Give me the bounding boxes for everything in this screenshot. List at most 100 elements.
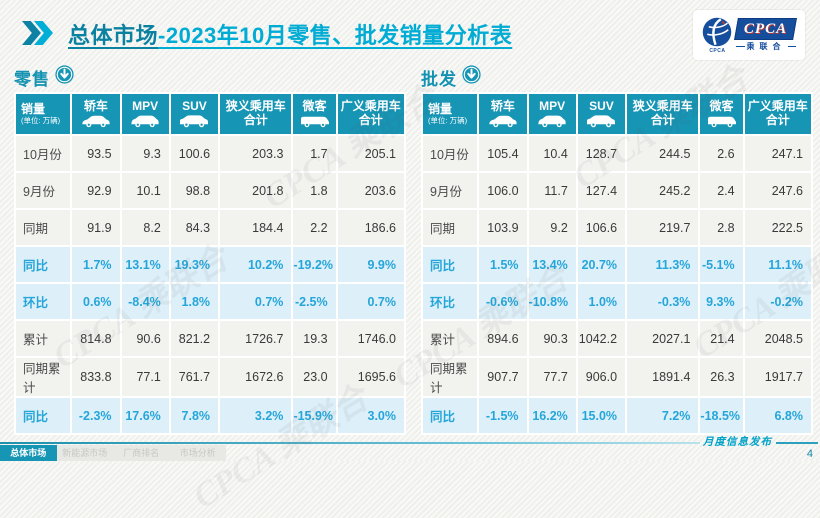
data-cell: 90.3	[528, 321, 576, 356]
data-cell: 10.2%	[220, 247, 292, 282]
column-header: 销量 (单位: 万辆)	[16, 94, 71, 134]
cpca-wordmark: CPCA 乘联合	[734, 18, 798, 52]
data-cell: 2.2	[293, 210, 336, 245]
data-cell: -18.5%	[700, 398, 743, 433]
van-icon	[702, 115, 740, 128]
data-cell: 1042.2	[577, 321, 626, 356]
retail-table: 销量 (单位: 万辆) 轿车 MPV SUV 狭义乘用车 合计 微客 广义乘用车 合计 10月份 93…	[14, 92, 406, 435]
data-cell: 201.8	[220, 173, 292, 208]
table-row: 环比 -0.6% -10.8% 1.0% -0.3% 9.3% -0.2%	[423, 284, 811, 319]
data-cell: 84.3	[170, 210, 219, 245]
data-cell: -15.9%	[293, 398, 336, 433]
column-header: 轿车	[479, 94, 527, 134]
row-label: 累计	[16, 321, 71, 356]
title-subject: -2023年10月零售、批发销量分析表	[158, 23, 513, 48]
data-cell: 1.7	[293, 136, 336, 171]
column-header: 狭义乘用车 合计	[627, 94, 699, 134]
wholesale-section: 批发 销量 (单位: 万辆) 轿车 MPV SUV 狭义乘用车 合计 微客 广义乘用车 合计 10月…	[421, 65, 813, 435]
row-label: 9月份	[16, 173, 71, 208]
data-cell: 103.9	[479, 210, 527, 245]
data-cell: 203.3	[220, 136, 292, 171]
data-cell: 245.2	[627, 173, 699, 208]
row-label: 同比	[16, 247, 71, 282]
data-cell: 26.3	[700, 358, 743, 396]
slide-header: 总体市场-2023年10月零售、批发销量分析表 CPCA CPCA 乘联合	[22, 10, 805, 62]
data-cell: -8.4%	[121, 284, 169, 319]
data-cell: 90.6	[121, 321, 169, 356]
data-cell: 92.9	[72, 173, 120, 208]
data-cell: 77.7	[528, 358, 576, 396]
nav-tab-厂商排名[interactable]: 厂商排名	[113, 445, 170, 461]
data-cell: 219.7	[627, 210, 699, 245]
row-label: 累计	[423, 321, 478, 356]
data-cell: 9.9%	[337, 247, 404, 282]
footer-dash	[776, 442, 818, 444]
table-row: 同期 103.9 9.2 106.6 219.7 2.8 222.5	[423, 210, 811, 245]
row-label: 10月份	[423, 136, 478, 171]
data-cell: 13.4%	[528, 247, 576, 282]
data-cell: 19.3	[293, 321, 336, 356]
data-cell: 203.6	[337, 173, 404, 208]
data-cell: 1726.7	[220, 321, 292, 356]
data-cell: 2027.1	[627, 321, 699, 356]
nav-tab-市场分析[interactable]: 市场分析	[169, 445, 226, 461]
table-row: 同期累计 833.8 77.1 761.7 1672.6 23.0 1695.6	[16, 358, 404, 396]
data-cell: 894.6	[479, 321, 527, 356]
column-header: SUV	[577, 94, 626, 134]
row-label: 同期累计	[16, 358, 71, 396]
data-cell: -19.2%	[293, 247, 336, 282]
data-cell: 100.6	[170, 136, 219, 171]
data-cell: 821.2	[170, 321, 219, 356]
bottom-nav-tabs: 总体市场 新能源市场 厂商排名 市场分析	[0, 445, 226, 461]
car-icon	[74, 115, 117, 128]
cpca-logo: CPCA CPCA 乘联合	[693, 10, 805, 60]
table-row: 同比 1.7% 13.1% 19.3% 10.2% -19.2% 9.9%	[16, 247, 404, 282]
data-cell: 13.1%	[121, 247, 169, 282]
table-row: 累计 894.6 90.3 1042.2 2027.1 21.4 2048.5	[423, 321, 811, 356]
data-cell: -1.5%	[479, 398, 527, 433]
retail-section-label: 零售	[14, 65, 406, 89]
column-header: SUV	[170, 94, 219, 134]
data-cell: 98.8	[170, 173, 219, 208]
van-icon	[295, 115, 333, 128]
report-slide: 总体市场-2023年10月零售、批发销量分析表 CPCA CPCA 乘联合 零售…	[0, 0, 820, 461]
data-cell: 21.4	[700, 321, 743, 356]
row-label: 同期累计	[423, 358, 478, 396]
row-label: 同比	[423, 247, 478, 282]
data-cell: 9.3%	[700, 284, 743, 319]
row-label: 同比	[16, 398, 71, 433]
page-title: 总体市场-2023年10月零售、批发销量分析表	[68, 18, 512, 50]
data-cell: 0.7%	[337, 284, 404, 319]
data-cell: 205.1	[337, 136, 404, 171]
down-arrow-icon	[462, 65, 481, 89]
row-label: 同期	[16, 210, 71, 245]
wholesale-table: 销量 (单位: 万辆) 轿车 MPV SUV 狭义乘用车 合计 微客 广义乘用车 合计 10月份 10…	[421, 92, 813, 435]
data-cell: 906.0	[577, 358, 626, 396]
data-cell: -0.3%	[627, 284, 699, 319]
column-header: 销量 (单位: 万辆)	[423, 94, 478, 134]
data-cell: 91.9	[72, 210, 120, 245]
data-cell: 2048.5	[744, 321, 811, 356]
data-cell: 1917.7	[744, 358, 811, 396]
data-cell: 1.8%	[170, 284, 219, 319]
table-row: 环比 0.6% -8.4% 1.8% 0.7% -2.5% 0.7%	[16, 284, 404, 319]
data-cell: 11.1%	[744, 247, 811, 282]
nav-tab-新能源市场[interactable]: 新能源市场	[56, 445, 113, 461]
nav-tab-总体市场[interactable]: 总体市场	[0, 445, 57, 461]
data-cell: 907.7	[479, 358, 527, 396]
data-cell: 16.2%	[528, 398, 576, 433]
down-arrow-icon	[55, 65, 74, 89]
table-row: 同比 1.5% 13.4% 20.7% 11.3% -5.1% 11.1%	[423, 247, 811, 282]
data-cell: 93.5	[72, 136, 120, 171]
data-cell: 8.2	[121, 210, 169, 245]
table-row: 9月份 92.9 10.1 98.8 201.8 1.8 203.6	[16, 173, 404, 208]
row-label: 同比	[423, 398, 478, 433]
data-cell: -0.6%	[479, 284, 527, 319]
data-cell: 833.8	[72, 358, 120, 396]
data-cell: 2.6	[700, 136, 743, 171]
table-row: 10月份 105.4 10.4 128.7 244.5 2.6 247.1	[423, 136, 811, 171]
data-cell: 222.5	[744, 210, 811, 245]
data-cell: 186.6	[337, 210, 404, 245]
column-header: MPV	[121, 94, 169, 134]
mpv-icon	[531, 115, 574, 128]
